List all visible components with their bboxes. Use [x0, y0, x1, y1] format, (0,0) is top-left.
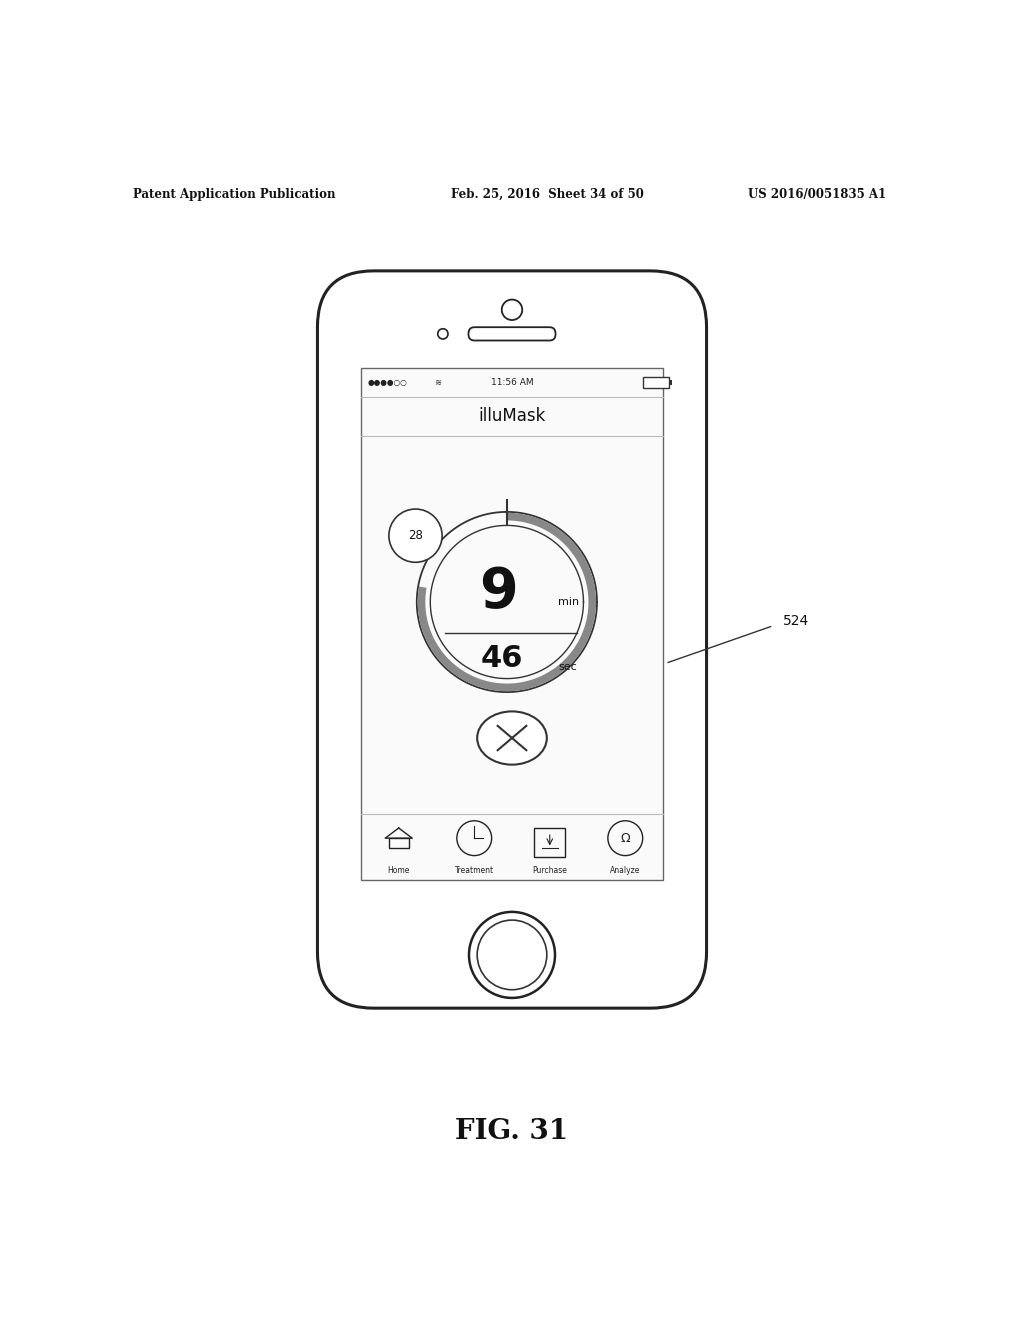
Text: 11:56 AM: 11:56 AM [490, 378, 534, 387]
Text: ≋: ≋ [434, 378, 441, 387]
Circle shape [477, 920, 547, 990]
Text: illuMask: illuMask [478, 408, 546, 425]
Text: 28: 28 [408, 529, 423, 543]
FancyBboxPatch shape [361, 368, 664, 880]
FancyBboxPatch shape [643, 378, 670, 388]
Text: 9: 9 [479, 565, 518, 619]
Text: FIG. 31: FIG. 31 [456, 1118, 568, 1144]
Text: Treatment: Treatment [455, 866, 494, 875]
Text: Ω: Ω [621, 832, 630, 845]
Text: Purchase: Purchase [532, 866, 567, 875]
FancyBboxPatch shape [317, 271, 707, 1008]
FancyBboxPatch shape [469, 327, 555, 341]
Text: ●●●●○○: ●●●●○○ [368, 378, 407, 387]
Text: sec: sec [558, 661, 577, 672]
Ellipse shape [477, 711, 547, 764]
Text: 46: 46 [480, 644, 523, 673]
Text: Patent Application Publication: Patent Application Publication [133, 187, 336, 201]
Circle shape [389, 510, 442, 562]
Text: Analyze: Analyze [610, 866, 640, 875]
Circle shape [438, 329, 449, 339]
Circle shape [469, 912, 555, 998]
Text: Home: Home [387, 866, 410, 875]
Text: Feb. 25, 2016  Sheet 34 of 50: Feb. 25, 2016 Sheet 34 of 50 [451, 187, 643, 201]
Circle shape [502, 300, 522, 319]
Text: 524: 524 [782, 615, 809, 628]
Text: min: min [558, 597, 580, 607]
FancyBboxPatch shape [670, 380, 672, 385]
Text: US 2016/0051835 A1: US 2016/0051835 A1 [748, 187, 886, 201]
